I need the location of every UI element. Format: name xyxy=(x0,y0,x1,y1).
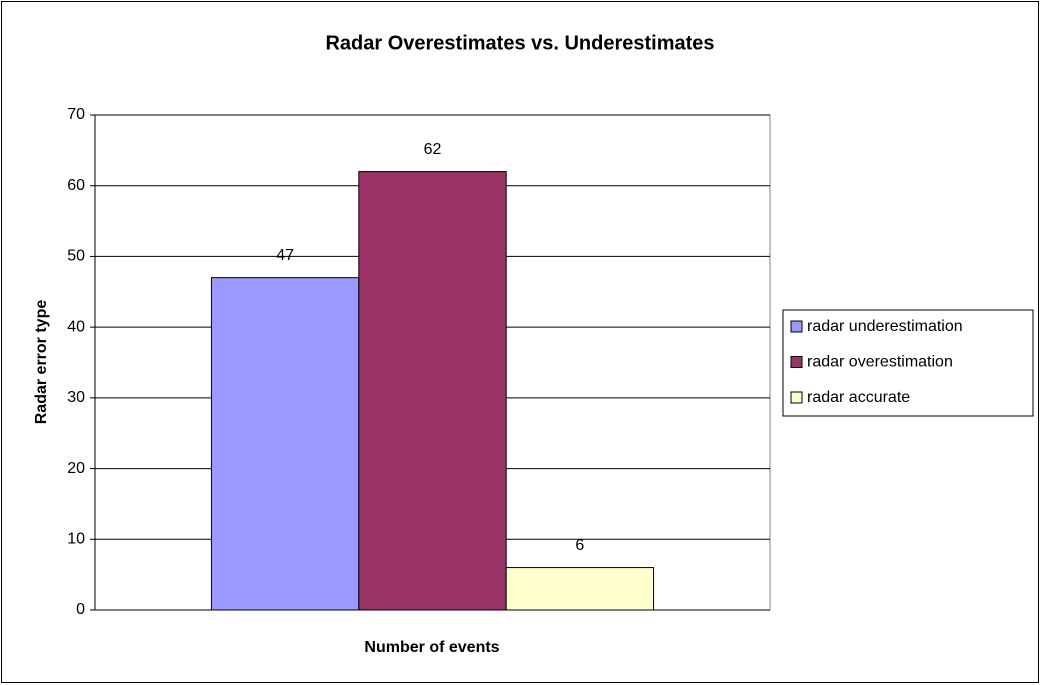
chart-title: Radar Overestimates vs. Underestimates xyxy=(325,32,714,54)
legend-swatch xyxy=(790,320,803,333)
y-tick-label: 60 xyxy=(67,177,85,194)
bar xyxy=(210,277,360,611)
y-tick-label: 10 xyxy=(67,531,85,548)
bar xyxy=(358,171,507,611)
y-tick-label: 50 xyxy=(67,248,85,265)
legend-swatch xyxy=(790,391,803,404)
y-tick-label: 70 xyxy=(67,106,85,123)
y-tick-label: 40 xyxy=(67,318,85,335)
y-tick-label: 30 xyxy=(67,389,85,406)
value-label: 62 xyxy=(424,141,442,158)
legend-box xyxy=(782,309,1034,417)
value-label: 47 xyxy=(276,247,294,264)
legend-label: radar overestimation xyxy=(807,354,953,371)
y-tick-label: 0 xyxy=(76,601,85,618)
legend-swatch xyxy=(790,356,803,368)
y-tick-label: 20 xyxy=(67,460,85,477)
x-axis-label: Number of events xyxy=(364,639,499,656)
legend-label: radar accurate xyxy=(807,389,910,406)
bar xyxy=(505,567,655,611)
legend-label: radar underestimation xyxy=(807,318,963,335)
y-axis-label: Radar error type xyxy=(33,300,50,425)
value-label: 6 xyxy=(575,537,584,554)
